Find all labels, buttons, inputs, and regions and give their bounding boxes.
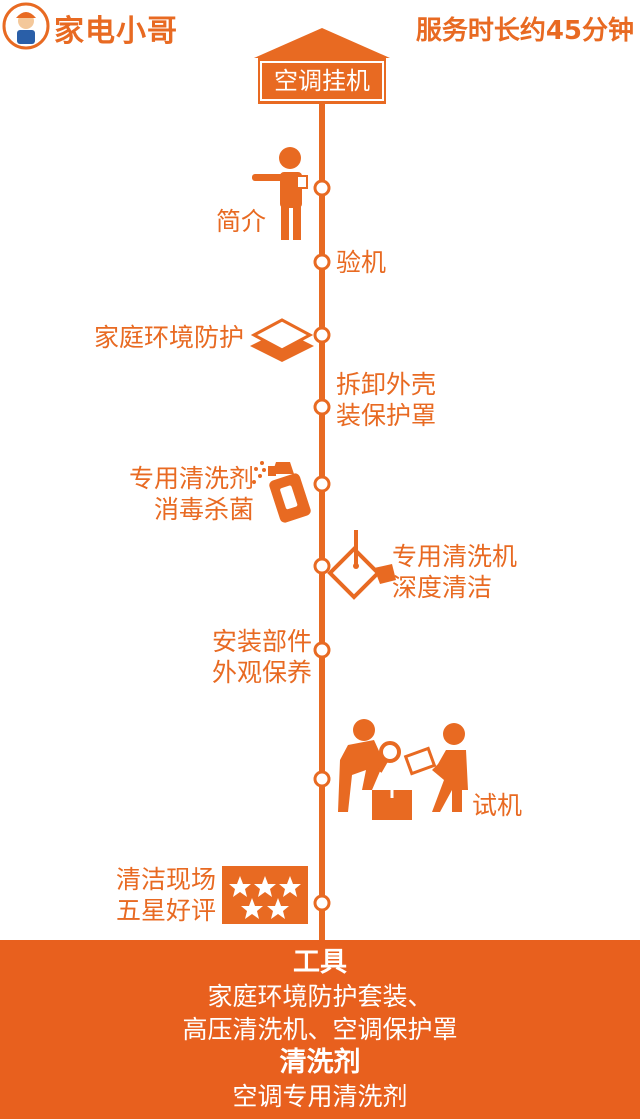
tools-heading: 工具 bbox=[293, 947, 347, 978]
timeline-node bbox=[313, 398, 331, 416]
service-duration: 服务时长约45分钟 bbox=[415, 16, 634, 46]
timeline-node bbox=[313, 770, 331, 788]
house-icon bbox=[254, 28, 390, 104]
timeline-node bbox=[313, 557, 331, 575]
brand-name: 家电小哥 bbox=[54, 14, 178, 49]
five-star-badge bbox=[222, 866, 308, 924]
cleaning-machine-icon bbox=[327, 530, 396, 600]
step-label-finish: 清洁现场 五星好评 bbox=[115, 865, 216, 925]
timeline-node bbox=[313, 326, 331, 344]
footer-panel: 工具 家庭环境防护套装、 高压清洗机、空调保护罩 清洗剂 空调专用清洗剂 bbox=[0, 940, 640, 1119]
step-label-test: 试机 bbox=[472, 791, 523, 820]
timeline-node bbox=[313, 894, 331, 912]
step-label-inspect: 验机 bbox=[336, 248, 387, 277]
timeline-node bbox=[313, 475, 331, 493]
step-label-disinfect: 专用清洗剂 消毒杀菌 bbox=[128, 464, 254, 524]
layers-icon bbox=[250, 318, 314, 362]
step-label-protection: 家庭环境防护 bbox=[93, 323, 244, 352]
brand-avatar-icon bbox=[2, 2, 50, 50]
step-label-intro: 简介 bbox=[216, 207, 267, 236]
presenter-icon bbox=[252, 147, 308, 240]
spray-bottle-icon bbox=[252, 461, 311, 523]
step-label-reassemble: 安装部件 外观保养 bbox=[211, 627, 312, 687]
cleaner-line: 空调专用清洗剂 bbox=[232, 1082, 408, 1111]
timeline-node bbox=[313, 179, 331, 197]
house-title: 空调挂机 bbox=[274, 67, 370, 95]
cleaner-heading: 清洗剂 bbox=[279, 1047, 361, 1078]
inspect-people-icon bbox=[338, 719, 468, 820]
tools-line-2: 高压清洗机、空调保护罩 bbox=[182, 1015, 458, 1044]
timeline-node bbox=[313, 641, 331, 659]
step-label-disassemble: 拆卸外壳 装保护罩 bbox=[336, 370, 437, 430]
tools-line-1: 家庭环境防护套装、 bbox=[207, 982, 433, 1011]
step-label-deep-clean: 专用清洗机 深度清洁 bbox=[392, 542, 518, 602]
timeline-node bbox=[313, 253, 331, 271]
